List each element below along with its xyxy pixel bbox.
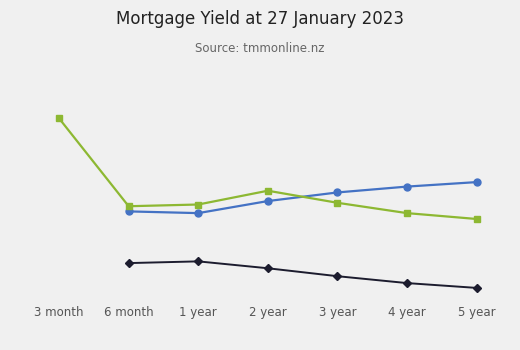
Text: Mortgage Yield at 27 January 2023: Mortgage Yield at 27 January 2023 [116,10,404,28]
Text: Source: tmmonline.nz: Source: tmmonline.nz [195,42,325,55]
